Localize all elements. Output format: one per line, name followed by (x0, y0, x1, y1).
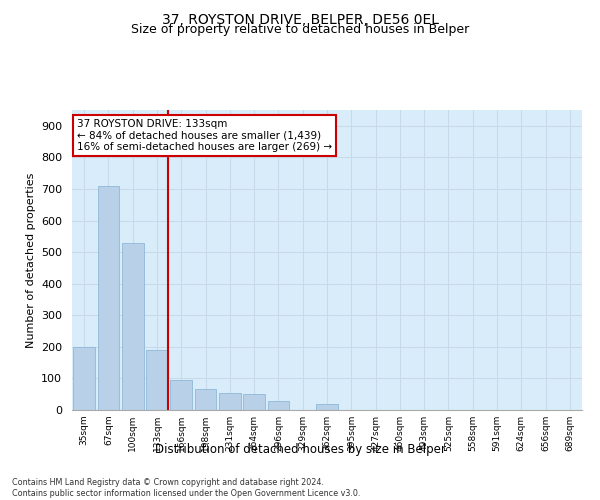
Bar (243, 394, 265, 410)
Text: Distribution of detached houses by size in Belper: Distribution of detached houses by size … (155, 442, 445, 456)
Text: Size of property relative to detached houses in Belper: Size of property relative to detached ho… (131, 22, 469, 36)
Y-axis label: Number of detached properties: Number of detached properties (26, 172, 35, 348)
Bar (146, 350, 168, 410)
Bar (170, 380, 192, 410)
Bar (268, 400, 289, 410)
Text: Contains HM Land Registry data © Crown copyright and database right 2024.
Contai: Contains HM Land Registry data © Crown c… (12, 478, 361, 498)
Bar (73, 347, 95, 410)
Text: 37, ROYSTON DRIVE, BELPER, DE56 0EL: 37, ROYSTON DRIVE, BELPER, DE56 0EL (161, 12, 439, 26)
Bar (97, 186, 119, 410)
Bar (316, 404, 338, 410)
Bar (219, 392, 241, 410)
Bar (194, 390, 217, 410)
Text: 37 ROYSTON DRIVE: 133sqm
← 84% of detached houses are smaller (1,439)
16% of sem: 37 ROYSTON DRIVE: 133sqm ← 84% of detach… (77, 119, 332, 152)
Bar (122, 242, 143, 410)
